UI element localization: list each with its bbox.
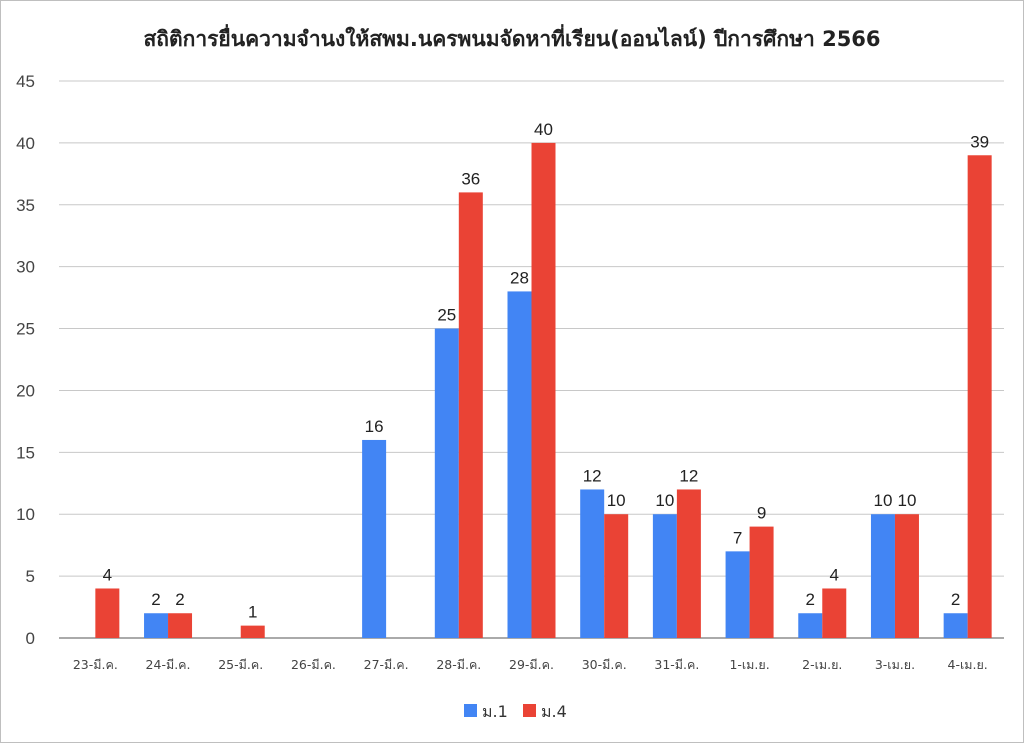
y-tick-label: 25 (16, 320, 35, 339)
x-tick-label: 3-เม.ย. (875, 657, 915, 672)
y-tick-label: 40 (16, 134, 35, 153)
bar-ม.1-3-เม.ย.[interactable] (870, 514, 895, 638)
bar-ม.4-3-เม.ย.[interactable] (894, 514, 919, 638)
x-tick-label: 30-มี.ค. (582, 657, 627, 672)
bar-ม.4-4-เม.ย.[interactable] (967, 155, 992, 638)
legend-label: ม.1 (482, 702, 508, 721)
legend-swatch (464, 704, 477, 717)
x-tick-label: 4-เม.ย. (948, 657, 988, 672)
legend-swatch (523, 704, 536, 717)
data-label: 2 (806, 590, 815, 609)
bar-ม.1-27-มี.ค.[interactable] (362, 439, 387, 638)
x-tick-label: 31-มี.ค. (654, 657, 699, 672)
bar-ม.1-2-เม.ย.[interactable] (798, 613, 823, 638)
y-tick-label: 10 (16, 505, 35, 524)
x-tick-label: 27-มี.ค. (364, 657, 409, 672)
bar-ม.1-24-มี.ค.[interactable] (144, 613, 169, 638)
data-label: 2 (175, 590, 184, 609)
y-tick-label: 45 (16, 72, 35, 91)
y-tick-label: 35 (16, 196, 35, 215)
y-axis-ticks: 0 5 10 15 20 25 30 35 40 45 (16, 72, 35, 648)
legend-item-ม.4[interactable]: ม.4 (523, 702, 567, 721)
bar-ม.4-30-มี.ค.[interactable] (604, 514, 629, 638)
bar-ม.4-24-มี.ค.[interactable] (168, 613, 193, 638)
data-label: 7 (733, 528, 742, 547)
bar-ม.1-4-เม.ย.[interactable] (943, 613, 968, 638)
y-tick-label: 20 (16, 381, 35, 400)
y-tick-label: 0 (26, 629, 35, 648)
x-tick-label: 2-เม.ย. (802, 657, 842, 672)
data-label: 10 (898, 491, 917, 510)
bar-ม.4-25-มี.ค.[interactable] (240, 625, 265, 638)
data-label: 1 (248, 603, 257, 622)
x-axis-ticks: 23-มี.ค. 24-มี.ค. 25-มี.ค. 26-มี.ค. 27-มี.ค.… (73, 657, 988, 672)
bar-ม.4-31-มี.ค.[interactable] (676, 489, 701, 638)
data-label: 2 (151, 590, 160, 609)
y-tick-label: 5 (26, 567, 35, 586)
bar-ม.4-29-มี.ค.[interactable] (531, 142, 556, 638)
chart-title: สถิติการยื่นความจำนงให้สพม.นครพนมจัดหาที… (143, 23, 880, 51)
x-tick-label: 25-มี.ค. (218, 657, 263, 672)
data-label: 10 (655, 491, 674, 510)
bar-ม.1-30-มี.ค.[interactable] (580, 489, 605, 638)
bar-ม.4-28-มี.ค.[interactable] (458, 192, 483, 638)
legend-label: ม.4 (541, 702, 567, 721)
data-label: 25 (437, 306, 456, 325)
bars (95, 142, 992, 638)
x-tick-label: 24-มี.ค. (146, 657, 191, 672)
bar-ม.1-28-มี.ค.[interactable] (434, 328, 459, 638)
y-tick-label: 15 (16, 443, 35, 462)
x-tick-label: 26-มี.ค. (291, 657, 336, 672)
data-label: 4 (103, 565, 112, 584)
legend-item-ม.1[interactable]: ม.1 (464, 702, 508, 721)
bar-ม.1-29-มี.ค.[interactable] (507, 291, 532, 638)
data-label: 4 (830, 565, 839, 584)
data-label: 39 (970, 132, 989, 151)
bar-ม.4-23-มี.ค.[interactable] (95, 588, 120, 638)
y-tick-label: 30 (16, 258, 35, 277)
x-tick-label: 29-มี.ค. (509, 657, 554, 672)
x-tick-label: 23-มี.ค. (73, 657, 118, 672)
data-label: 12 (583, 466, 602, 485)
data-label: 9 (757, 504, 766, 523)
data-label: 16 (365, 417, 384, 436)
bar-ม.1-1-เม.ย.[interactable] (725, 551, 750, 638)
legend[interactable]: ม.1 ม.4 (464, 702, 567, 721)
data-label: 40 (534, 120, 553, 139)
bar-ม.4-1-เม.ย.[interactable] (749, 526, 774, 638)
data-label: 12 (679, 466, 698, 485)
bar-ม.1-31-มี.ค.[interactable] (652, 514, 677, 638)
x-tick-label: 1-เม.ย. (729, 657, 769, 672)
data-label: 2 (951, 590, 960, 609)
data-label: 10 (874, 491, 893, 510)
data-label: 28 (510, 268, 529, 287)
bar-ม.4-2-เม.ย.[interactable] (822, 588, 847, 638)
data-label: 10 (607, 491, 626, 510)
x-tick-label: 28-มี.ค. (436, 657, 481, 672)
data-label: 36 (461, 169, 480, 188)
